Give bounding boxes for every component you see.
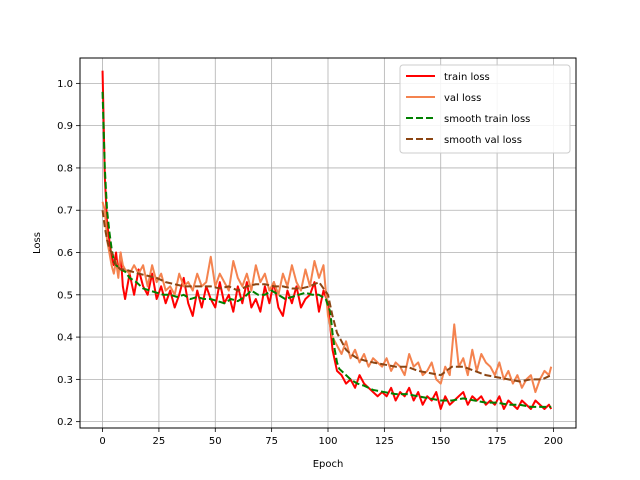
x-tick-label: 150 (431, 436, 450, 447)
y-tick-label: 0.6 (57, 248, 73, 259)
y-axis-label: Loss (32, 232, 43, 254)
x-tick-label: 200 (544, 436, 563, 447)
y-tick-label: 0.2 (57, 417, 73, 428)
legend-label: train loss (444, 72, 490, 83)
x-tick-label: 75 (265, 436, 278, 447)
x-tick-label: 25 (153, 436, 166, 447)
legend-label: smooth val loss (444, 135, 522, 146)
x-tick-label: 0 (99, 436, 105, 447)
legend-label: smooth train loss (444, 114, 530, 125)
y-tick-label: 0.9 (57, 121, 73, 132)
y-tick-label: 1.0 (57, 79, 73, 90)
series-lines (101, 70, 553, 410)
x-tick-label: 50 (209, 436, 222, 447)
x-axis-label: Epoch (313, 459, 344, 470)
x-tick-label: 100 (318, 436, 337, 447)
legend-label: val loss (444, 93, 481, 104)
series-line-train-loss (101, 70, 553, 410)
y-tick-label: 0.3 (57, 375, 73, 386)
y-tick-label: 0.8 (57, 163, 73, 174)
legend-box (399, 64, 571, 154)
ticks: 0 25 50 75 100 125 150 175 200 0.2 0.3 0.4 0.5 0.6 0.7… (57, 79, 563, 447)
x-tick-label: 175 (488, 436, 507, 447)
x-tick-label: 125 (375, 436, 394, 447)
series-line-smooth-train-loss (101, 91, 552, 408)
y-tick-label: 0.4 (57, 333, 73, 344)
y-tick-label: 0.7 (57, 206, 73, 217)
y-tick-label: 0.5 (57, 290, 73, 301)
legend: train loss val loss smooth train loss smoot… (399, 64, 571, 154)
series-line-smooth-val-loss (101, 210, 552, 383)
